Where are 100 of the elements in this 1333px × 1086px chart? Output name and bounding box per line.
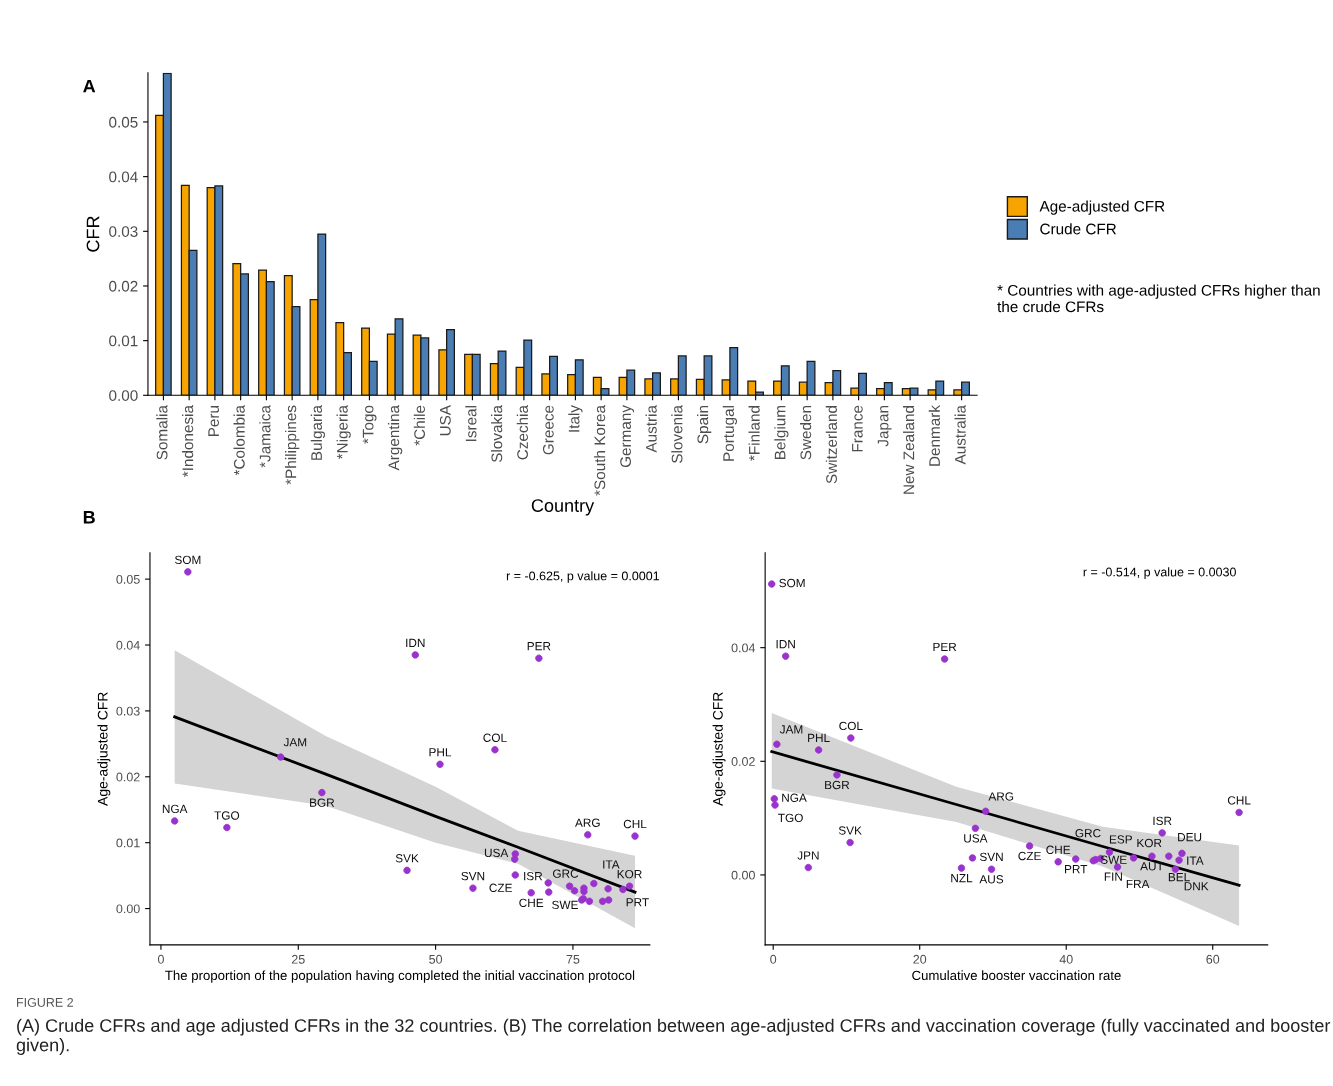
data-label: CHE (519, 898, 544, 907)
text: (A) Crude CFRs and age adjusted CFRs in the 32 countries. (B) The correlation between age-adjusted CFRs and vaccination coverage (fully vaccinated and booster given). (16, 1018, 1331, 1055)
data-label: NGA (782, 793, 807, 802)
data-label: PHL (429, 748, 452, 757)
x-tick-label: Slovenia (671, 405, 683, 463)
data-label: SOM (174, 555, 201, 564)
x-tick-label: Switzerland (825, 406, 837, 484)
x-tick-label: *Togo (362, 405, 377, 444)
data-label: FRA (1126, 879, 1150, 889)
data-label: SVK (395, 854, 419, 863)
x-tick-label: USA (439, 405, 451, 436)
y-tick-label: 0.04 (109, 171, 138, 183)
data-label: BGR (310, 798, 335, 807)
x-tick-label: Denmark (928, 405, 940, 466)
x-tick-label: Italy (568, 405, 583, 432)
x-tick-label: *Philippines (285, 405, 300, 485)
x-tick-label: *Nigeria (336, 405, 351, 460)
data-label: TGO (214, 811, 240, 820)
data-label: FIN (1104, 872, 1122, 881)
data-label: CHE (1046, 845, 1071, 854)
text: B (83, 511, 95, 524)
data-label: SOM (779, 578, 805, 588)
data-label: SVN (461, 871, 485, 881)
data-label: DNK (1184, 882, 1209, 891)
data-label: KOR (617, 869, 642, 879)
caption: FIGURE 2 (17, 997, 74, 1007)
data-label: TGO (778, 813, 803, 823)
data-label: GRC (1075, 829, 1101, 838)
data-label: JAM (283, 738, 307, 747)
x-tick-label: *Colombia (233, 405, 245, 476)
data-label: CHL (623, 819, 647, 829)
x-axis-title: Cumulative booster vaccination rate (912, 970, 1121, 981)
y-tick-label: 0.05 (109, 116, 138, 128)
data-label: COL (839, 721, 863, 731)
text: A (83, 79, 96, 93)
data-label: ITA (1187, 856, 1204, 865)
data-label: SVK (838, 826, 862, 835)
data-label: CZE (489, 883, 512, 892)
data-label: CZE (1018, 851, 1041, 861)
data-label: NGA (162, 804, 188, 814)
data-label: JPN (797, 851, 819, 860)
x-tick-label: Greece (542, 405, 554, 455)
x-tick-label: Somalia (156, 405, 168, 460)
data-label: NZL (951, 874, 973, 883)
x-tick-label: Spain (697, 406, 712, 444)
y-tick-label: 0.01 (116, 838, 140, 848)
data-label: PRT (626, 898, 649, 907)
x-tick-label: *Jamaica (259, 405, 271, 468)
data-label: USA (484, 848, 509, 858)
data-label: AUT (1140, 862, 1164, 871)
x-tick-label: *Indonesia (182, 405, 194, 477)
data-label: CHL (1227, 796, 1251, 805)
y-tick-label: 0.04 (116, 640, 140, 650)
y-tick-label: 0.02 (116, 772, 140, 782)
data-label: AUS (979, 875, 1004, 884)
x-tick-label: *Chile (413, 405, 426, 446)
x-tick-label: New Zealand (903, 406, 915, 494)
x-tick-label: Sweden (800, 406, 812, 460)
text: * Countries with age-adjusted CFRs higher than the crude CFRs (997, 284, 1320, 313)
y-tick-label: 0.05 (116, 574, 140, 584)
x-axis-title: The proportion of the population having completed the initial vaccination protocol (165, 970, 635, 983)
data-label: ARG (988, 792, 1014, 801)
x-tick-label: Austria (645, 405, 657, 453)
x-tick-label: 25 (291, 954, 305, 964)
data-label: ARG (575, 818, 600, 827)
annotation: r = -0.625, p value = 0.0001 (506, 571, 660, 583)
x-tick-label: Slovakia (491, 405, 503, 463)
x-tick-label: *South Korea (594, 405, 606, 496)
y-tick-label: 0.03 (109, 226, 138, 237)
data-label: IDN (776, 640, 795, 649)
annotation: r = -0.514, p value = 0.0030 (1083, 567, 1236, 579)
x-tick-label: *Finland (748, 406, 760, 461)
y-tick-label: 0.03 (116, 706, 140, 716)
data-label: DEU (1178, 833, 1202, 842)
y-axis-title: Age-adjusted CFR (712, 692, 726, 806)
data-label: ESP (1109, 835, 1132, 844)
x-tick-label: Japan (877, 406, 892, 447)
x-tick-label: 0 (770, 954, 777, 964)
data-label: BEL (1168, 873, 1190, 882)
data-label: GRC (552, 869, 579, 878)
y-tick-label: 0.02 (731, 757, 755, 766)
x-tick-label: Germany (620, 405, 635, 468)
x-tick-label: France (852, 405, 863, 452)
y-tick-label: 0.01 (109, 335, 138, 347)
x-tick-label: Australia (954, 405, 966, 465)
legend-label: Age-adjusted CFR (1039, 200, 1165, 215)
x-tick-label: 40 (1059, 954, 1073, 964)
data-label: PER (527, 642, 551, 651)
x-tick-label: Portugal (722, 406, 738, 461)
x-tick-label: 20 (913, 954, 927, 964)
x-tick-label: Isreal (465, 406, 477, 441)
x-tick-label: Peru (208, 406, 220, 437)
legend-label: Crude CFR (1040, 223, 1117, 235)
data-label: USA (964, 834, 988, 843)
y-tick-label: 0.00 (731, 870, 755, 880)
y-tick-label: 0.02 (109, 280, 138, 292)
data-label: PHL (808, 733, 830, 742)
x-tick-label: 0 (157, 954, 164, 964)
data-label: BGR (825, 780, 850, 790)
data-label: ISR (1153, 816, 1172, 825)
